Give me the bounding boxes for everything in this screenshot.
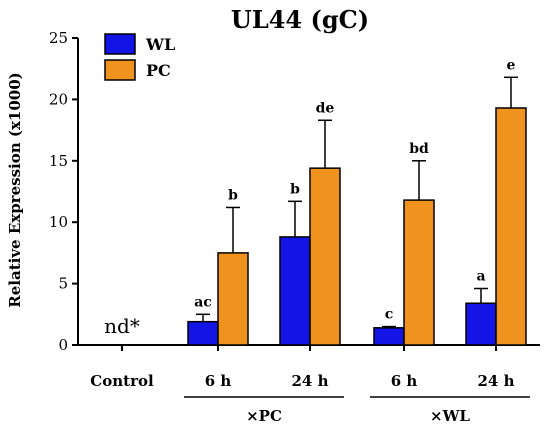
y-tick-label: 25 — [49, 29, 68, 47]
legend-swatch-pc — [104, 59, 136, 81]
y-tick-label: 15 — [49, 152, 68, 170]
significance-label: de — [316, 100, 335, 116]
bar-wl — [465, 302, 497, 346]
y-tick-label: 20 — [49, 90, 68, 108]
x-tick-label: 6 h — [391, 372, 418, 390]
y-axis-label: Relative Expression (x1000) — [6, 72, 24, 307]
axes: 0 5 10 15 20 25 Control 6 h 24 h 6 h 24 h ×PC ×WL — [49, 29, 540, 425]
y-tick-label: 5 — [58, 275, 68, 293]
x-tick-label: 24 h — [477, 372, 514, 390]
significance-label: a — [476, 269, 485, 285]
not-detected-annotation: nd* — [104, 314, 140, 338]
bar-wl — [187, 320, 219, 346]
bar-pc — [217, 252, 249, 346]
y-tick-label: 0 — [58, 336, 68, 354]
legend: WL PC — [104, 33, 175, 81]
bars — [187, 107, 527, 346]
significance-labels: ac b b de c bd a e nd* — [104, 57, 515, 338]
legend-label-wl: WL — [145, 35, 175, 54]
bar-pc — [403, 199, 435, 346]
bar-pc — [495, 107, 527, 346]
significance-label: b — [290, 181, 300, 197]
x-tick-label: Control — [90, 372, 154, 390]
chart-title: UL44 (gC) — [231, 5, 369, 34]
significance-label: bd — [409, 141, 429, 157]
group-label: ×PC — [246, 407, 282, 425]
bar-pc — [309, 167, 341, 346]
group-label: ×WL — [430, 407, 470, 425]
significance-label: b — [228, 187, 238, 203]
legend-swatch-wl — [104, 33, 136, 55]
bar-wl — [373, 327, 405, 346]
legend-label-pc: PC — [146, 61, 171, 80]
x-tick-label: 24 h — [291, 372, 328, 390]
significance-label: e — [507, 57, 516, 73]
y-tick-label: 10 — [49, 213, 68, 231]
error-bars — [196, 76, 518, 328]
bar-wl — [279, 236, 311, 346]
x-tick-label: 6 h — [205, 372, 232, 390]
significance-label: ac — [194, 294, 212, 310]
significance-label: c — [385, 307, 394, 323]
